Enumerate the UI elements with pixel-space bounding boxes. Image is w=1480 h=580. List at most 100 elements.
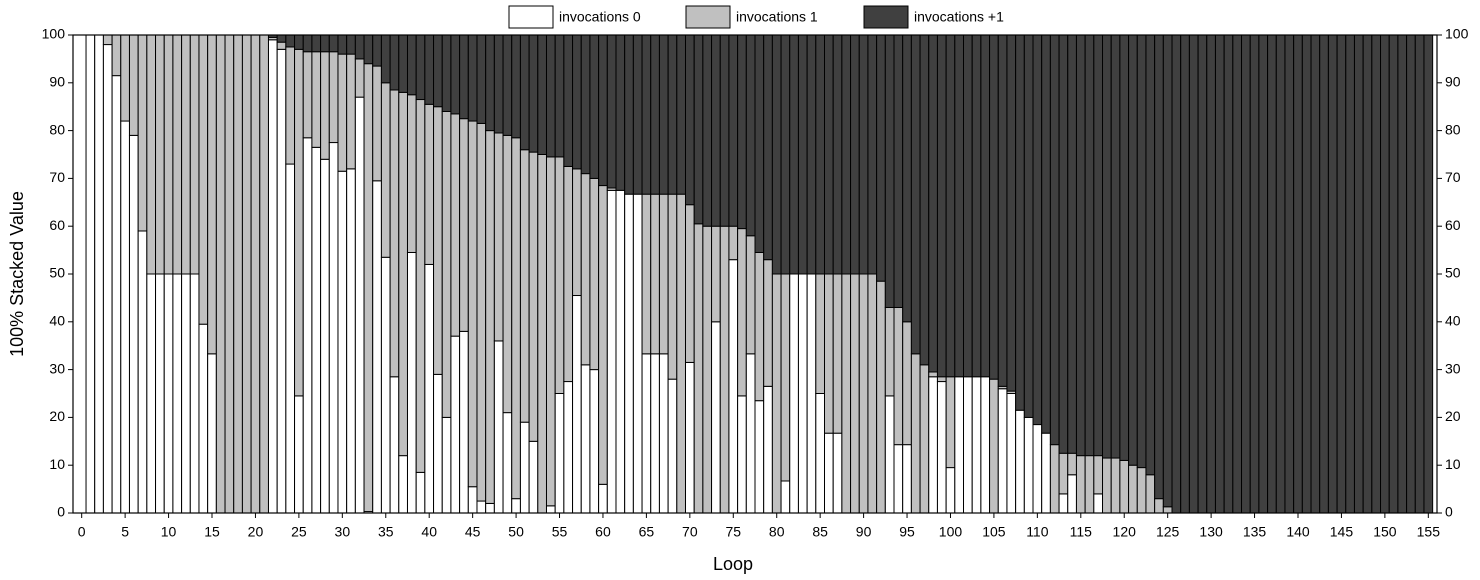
bar-segment — [884, 34, 895, 308]
bar-segment — [1414, 34, 1425, 514]
bar-segment — [1067, 34, 1077, 454]
bar-segment — [189, 34, 200, 275]
bar-segment — [424, 103, 435, 265]
bar-segment — [563, 34, 574, 167]
bar-segment — [302, 51, 313, 139]
bar-segment — [450, 113, 461, 337]
bar-segment — [815, 273, 826, 394]
bar-segment — [1345, 34, 1355, 514]
bar-segment — [867, 34, 878, 275]
bar-segment — [441, 34, 452, 112]
bar-segment — [372, 34, 382, 67]
bar-segment — [294, 395, 304, 514]
y-tick-label: 100 — [42, 26, 66, 42]
bar-segment — [1214, 34, 1225, 514]
bar-segment — [554, 34, 565, 158]
x-tick-label: 55 — [552, 524, 568, 540]
bar-segment — [667, 193, 678, 380]
bar-segment — [763, 385, 773, 514]
bar-segment — [1267, 34, 1277, 514]
bar-segment — [919, 34, 930, 366]
bar-segment — [528, 34, 539, 153]
bar-segment — [754, 251, 765, 402]
bar-segment — [398, 91, 408, 457]
bar-segment — [137, 230, 148, 514]
bar-segment — [1145, 34, 1156, 476]
bar-segment — [519, 149, 530, 423]
bar-segment — [372, 180, 382, 514]
x-tick-label: 110 — [1026, 524, 1049, 540]
bar-segment — [910, 34, 921, 355]
bar-segment — [806, 34, 817, 275]
bar-segment — [910, 353, 921, 514]
bar-segment — [780, 273, 791, 482]
bar-segment — [632, 34, 643, 195]
bar-segment — [1067, 474, 1077, 514]
bar-segment — [441, 416, 452, 514]
bar-segment — [789, 273, 799, 514]
bar-segment — [1102, 34, 1112, 459]
bar-segment — [954, 376, 965, 514]
bar-segment — [615, 189, 626, 514]
bar-segment — [598, 185, 608, 485]
x-tick-label: 30 — [335, 524, 351, 540]
bar-segment — [589, 369, 600, 514]
bar-segment — [528, 151, 539, 442]
bar-segment — [424, 263, 435, 514]
bar-segment — [389, 34, 400, 91]
bar-segment — [702, 34, 713, 227]
bar-segment — [902, 34, 912, 323]
bar-segment — [450, 34, 461, 115]
bar-segment — [711, 321, 721, 514]
x-tick-label: 5 — [121, 524, 129, 540]
bar-segment — [1041, 432, 1051, 514]
bar-segment — [328, 34, 339, 53]
bar-segment — [1093, 455, 1104, 495]
bar-segment — [667, 34, 678, 195]
bar-segment — [650, 193, 660, 355]
bar-segment — [285, 163, 296, 514]
bar-segment — [111, 34, 122, 77]
bar-segment — [928, 371, 938, 378]
bar-segment — [728, 34, 739, 227]
bar-segment — [519, 421, 530, 514]
bar-segment — [719, 225, 730, 514]
bar-segment — [1006, 393, 1017, 514]
bar-segment — [485, 130, 495, 504]
bar-segment — [797, 34, 808, 275]
bar-segment — [493, 34, 504, 134]
legend-swatch — [685, 5, 731, 29]
bar-segment — [511, 137, 521, 500]
legend-label: invocations 0 — [559, 9, 641, 25]
x-tick-label: 85 — [812, 524, 828, 540]
y2-tick-label: 40 — [1445, 313, 1461, 329]
bar-segment — [1154, 498, 1164, 514]
bar-segment — [294, 34, 304, 50]
bar-segment — [928, 34, 938, 373]
bar-segment — [1336, 34, 1347, 514]
bar-segment — [250, 34, 261, 514]
bar-segment — [502, 34, 513, 136]
y2-tick-label: 20 — [1445, 408, 1461, 424]
y-tick-label: 70 — [49, 169, 65, 185]
y2-tick-label: 70 — [1445, 169, 1461, 185]
x-tick-label: 150 — [1373, 524, 1397, 540]
bar-segment — [181, 273, 191, 514]
y2-tick-label: 10 — [1445, 456, 1461, 472]
x-tick-label: 15 — [204, 524, 220, 540]
bar-segment — [624, 34, 634, 195]
bar-segment — [1032, 424, 1043, 514]
y-axis-label: 100% Stacked Value — [7, 191, 27, 357]
y2-tick-label: 100 — [1445, 26, 1469, 42]
bar-segment — [406, 34, 417, 96]
bar-segment — [1353, 34, 1364, 514]
bar-segment — [737, 228, 747, 397]
bar-segment — [589, 34, 600, 179]
y-tick-label: 90 — [49, 74, 65, 90]
bar-segment — [389, 376, 400, 514]
bar-segment — [572, 34, 582, 170]
bar-segment — [519, 34, 530, 151]
bar-segment — [1397, 34, 1408, 514]
bar-segment — [1206, 34, 1216, 514]
